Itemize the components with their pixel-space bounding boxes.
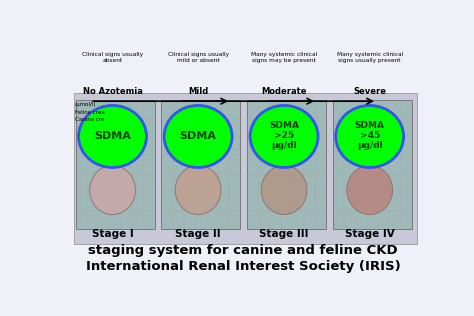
Ellipse shape	[261, 166, 307, 215]
Ellipse shape	[90, 166, 136, 215]
Text: Mild: Mild	[188, 87, 208, 96]
Bar	[76, 100, 155, 229]
Text: SDMA
>25
μg/dl: SDMA >25 μg/dl	[269, 121, 299, 150]
Text: staging system for canine and feline CKD: staging system for canine and feline CKD	[88, 244, 398, 257]
Text: Clinical signs usually
mild or absent: Clinical signs usually mild or absent	[167, 52, 228, 63]
Ellipse shape	[347, 166, 392, 215]
Text: Stage II: Stage II	[175, 229, 221, 239]
Bar	[161, 100, 240, 229]
Bar	[333, 100, 412, 229]
Text: Many systemic clinical
signs may be present: Many systemic clinical signs may be pres…	[251, 52, 317, 63]
FancyBboxPatch shape	[74, 93, 418, 244]
Text: (μmol/l): (μmol/l)	[75, 102, 96, 107]
Text: Stage IV: Stage IV	[345, 229, 394, 239]
Ellipse shape	[250, 106, 318, 167]
Text: Clinical signs usually
absent: Clinical signs usually absent	[82, 52, 143, 63]
Text: SDMA: SDMA	[94, 131, 131, 142]
Text: Stage III: Stage III	[259, 229, 309, 239]
Bar	[247, 100, 326, 229]
Ellipse shape	[79, 106, 146, 167]
Text: Feline crea: Feline crea	[75, 110, 105, 115]
Ellipse shape	[175, 166, 221, 215]
Text: Canine cre: Canine cre	[75, 117, 104, 122]
Ellipse shape	[336, 106, 404, 167]
Text: SDMA
>45
μg/dl: SDMA >45 μg/dl	[355, 121, 385, 150]
Text: Many systemic clinical
signs usually present: Many systemic clinical signs usually pre…	[337, 52, 403, 63]
Text: Moderate: Moderate	[261, 87, 307, 96]
Text: SDMA: SDMA	[180, 131, 217, 142]
Ellipse shape	[164, 106, 232, 167]
Text: Stage I: Stage I	[91, 229, 133, 239]
Text: Severe: Severe	[353, 87, 386, 96]
Text: No Azotemia: No Azotemia	[82, 87, 143, 96]
Text: International Renal Interest Society (IRIS): International Renal Interest Society (IR…	[85, 260, 401, 273]
